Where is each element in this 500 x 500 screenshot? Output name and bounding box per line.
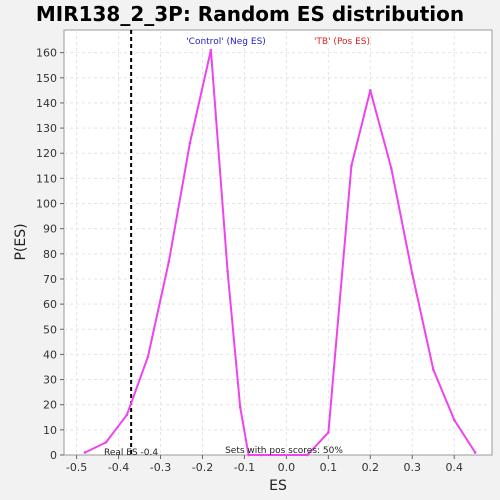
y-tick-label: 70 bbox=[43, 273, 57, 286]
grid-lines bbox=[64, 30, 492, 455]
y-tick-label: 30 bbox=[43, 374, 57, 387]
x-tick-label: 0.0 bbox=[278, 461, 296, 474]
x-tick-label: -0.4 bbox=[108, 461, 129, 474]
x-tick-label: 0.4 bbox=[445, 461, 463, 474]
data-point bbox=[125, 413, 129, 417]
y-tick-label: 110 bbox=[36, 172, 57, 185]
y-tick-label: 0 bbox=[50, 449, 57, 462]
y-tick-label: 120 bbox=[36, 147, 57, 160]
data-point bbox=[188, 141, 192, 145]
x-tick-label: 0.1 bbox=[320, 461, 338, 474]
real-es-annotation: Real ES -0.4 bbox=[104, 448, 158, 458]
x-tick-label: 0.3 bbox=[404, 461, 422, 474]
data-point bbox=[226, 270, 229, 273]
y-tick-label: 150 bbox=[36, 72, 57, 85]
data-point bbox=[259, 453, 263, 457]
x-tick-label: -0.1 bbox=[234, 461, 255, 474]
data-point bbox=[327, 431, 330, 434]
data-point bbox=[452, 418, 456, 422]
data-point bbox=[247, 453, 250, 457]
data-point bbox=[369, 89, 372, 92]
data-point bbox=[350, 164, 353, 168]
data-point bbox=[306, 453, 309, 457]
y-tick-label: 10 bbox=[43, 424, 57, 437]
pos-scores-annotation: Sets with pos scores: 50% bbox=[225, 446, 343, 456]
data-point bbox=[410, 272, 414, 276]
data-point bbox=[285, 453, 288, 457]
series-group bbox=[83, 48, 477, 457]
data-point bbox=[238, 405, 242, 409]
data-point bbox=[83, 451, 87, 454]
y-tick-label: 20 bbox=[43, 399, 57, 412]
y-tick-label: 90 bbox=[43, 223, 57, 236]
data-point bbox=[146, 355, 150, 359]
y-tick-label: 50 bbox=[43, 323, 57, 336]
x-axis-label: ES bbox=[269, 478, 287, 494]
y-axis-label: P(ES) bbox=[13, 223, 29, 260]
x-tick-label: -0.5 bbox=[66, 461, 87, 474]
y-tick-label: 80 bbox=[43, 248, 57, 261]
y-tick-label: 160 bbox=[36, 47, 57, 60]
chart-title: MIR138_2_3P: Random ES distribution bbox=[36, 2, 464, 26]
x-tick-label: -0.3 bbox=[150, 461, 171, 474]
x-tick-label: -0.2 bbox=[192, 461, 213, 474]
x-axis-ticks: -0.5 -0.4 -0.3 -0.2 -0.1 0.0 0.1 0.2 0.3 0.4 bbox=[66, 455, 463, 474]
data-point bbox=[209, 48, 213, 52]
data-point bbox=[431, 368, 435, 371]
data-point bbox=[104, 441, 108, 444]
plot-area bbox=[63, 29, 493, 456]
data-point bbox=[167, 260, 171, 263]
y-tick-label: 140 bbox=[36, 97, 57, 110]
y-tick-label: 130 bbox=[36, 122, 57, 135]
data-point bbox=[473, 451, 477, 454]
x-tick-label: 0.2 bbox=[362, 461, 380, 474]
y-tick-label: 100 bbox=[36, 198, 57, 211]
legend-control-neg-es: 'Control' (Neg ES) bbox=[186, 37, 266, 47]
legend-tb-pos-es: 'TB' (Pos ES) bbox=[314, 37, 370, 47]
y-axis-ticks: 0 10 20 30 40 50 60 70 80 90 100 110 120 130 140 150 160 bbox=[36, 47, 64, 462]
y-tick-label: 40 bbox=[43, 348, 57, 361]
y-tick-label: 60 bbox=[43, 298, 57, 311]
data-point bbox=[389, 167, 393, 170]
